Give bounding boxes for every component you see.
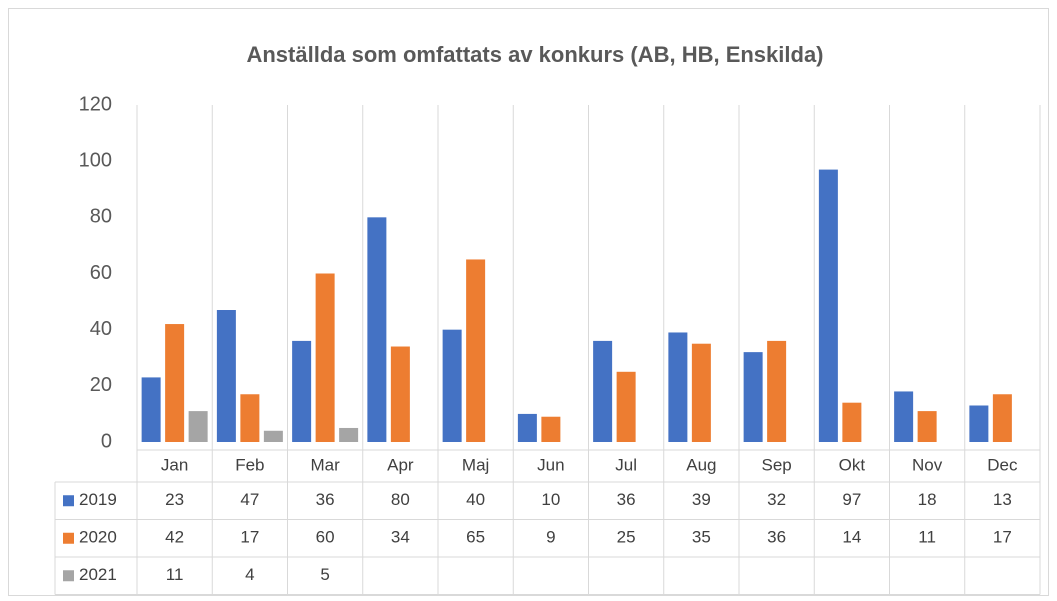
table-cell: 11	[166, 565, 184, 584]
table-cell: 10	[541, 490, 560, 509]
table-cell: 14	[842, 528, 861, 547]
x-tick-label: Mar	[310, 455, 340, 474]
table-cell: 36	[316, 490, 335, 509]
bar	[339, 427, 359, 442]
x-tick-label: Okt	[839, 455, 866, 474]
table-cell: 80	[391, 490, 410, 509]
legend-key	[63, 532, 74, 544]
table-cell: 9	[546, 528, 555, 547]
chart-title: Anställda som omfattats av konkurs (AB, …	[246, 42, 823, 67]
bar	[818, 169, 838, 442]
bar	[390, 346, 410, 442]
bar	[691, 343, 711, 442]
y-tick-label: 40	[90, 318, 112, 340]
table-cell: 36	[617, 490, 636, 509]
table-cell: 42	[165, 528, 184, 547]
table-cell: 17	[240, 528, 259, 547]
table-cell: 4	[245, 565, 254, 584]
x-tick-label: Apr	[387, 455, 414, 474]
x-tick-label: Dec	[987, 455, 1018, 474]
x-tick-label: Jul	[615, 455, 637, 474]
bar	[442, 329, 462, 442]
bar	[593, 340, 613, 442]
y-tick-label: 100	[79, 149, 112, 171]
legend-label: 2021	[79, 565, 117, 584]
bar	[541, 416, 561, 442]
x-tick-label: Feb	[235, 455, 264, 474]
x-tick-label: Jun	[537, 455, 564, 474]
table-cell: 18	[918, 490, 937, 509]
bar	[216, 310, 236, 442]
bar	[517, 413, 537, 442]
table-cell: 13	[993, 490, 1012, 509]
bar	[842, 402, 862, 442]
table-cell: 47	[240, 490, 259, 509]
x-tick-label: Maj	[462, 455, 489, 474]
bar	[367, 217, 387, 442]
table-cell: 97	[842, 490, 861, 509]
legend-key	[63, 570, 74, 582]
bar	[894, 391, 914, 442]
x-tick-label: Nov	[912, 455, 943, 474]
y-tick-label: 120	[79, 93, 112, 115]
table-cell: 40	[466, 490, 485, 509]
x-tick-label: Aug	[686, 455, 716, 474]
bar	[315, 273, 335, 442]
bar	[743, 352, 763, 442]
y-tick-label: 80	[90, 206, 112, 228]
bar	[992, 394, 1012, 442]
table-cell: 32	[767, 490, 786, 509]
bar	[668, 332, 688, 442]
y-tick-label: 0	[101, 430, 112, 452]
bar	[917, 411, 937, 442]
bar	[969, 405, 989, 442]
table-cell: 25	[617, 528, 636, 547]
bar	[767, 340, 787, 442]
table-cell: 5	[320, 565, 329, 584]
bar	[263, 430, 283, 442]
y-tick-label: 20	[90, 374, 112, 396]
bar	[141, 377, 161, 442]
table-cell: 35	[692, 528, 711, 547]
bar	[165, 324, 185, 442]
x-tick-label: Sep	[762, 455, 792, 474]
legend-label: 2019	[79, 490, 117, 509]
bar	[466, 259, 486, 442]
bar	[616, 371, 636, 442]
legend-key	[63, 495, 74, 507]
chart-border	[8, 8, 1049, 596]
x-tick-label: Jan	[161, 455, 188, 474]
table-cell: 34	[391, 528, 410, 547]
table-cell: 17	[993, 528, 1012, 547]
bar	[240, 394, 260, 442]
table-cell: 60	[316, 528, 335, 547]
table-cell: 65	[466, 528, 485, 547]
table-cell: 39	[692, 490, 711, 509]
table-cell: 36	[767, 528, 786, 547]
legend-label: 2020	[79, 528, 117, 547]
bar	[188, 411, 208, 442]
table-cell: 23	[165, 490, 184, 509]
y-tick-label: 60	[90, 262, 112, 284]
table-cell: 11	[918, 528, 936, 547]
bar	[292, 340, 312, 442]
